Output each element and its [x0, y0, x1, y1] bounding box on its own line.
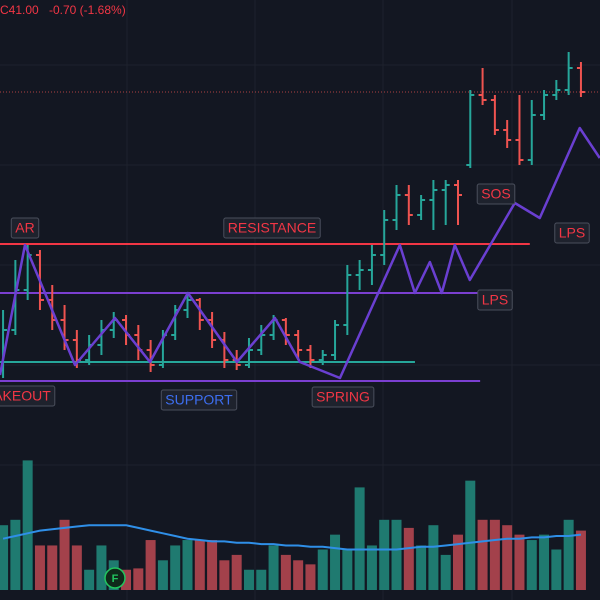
volume-bar: [465, 480, 476, 590]
volume-bar: [391, 519, 402, 590]
volume-bar: [428, 525, 439, 590]
volume-bar: [170, 545, 181, 590]
volume-bar: [575, 530, 586, 590]
volume-bar: [489, 519, 500, 590]
volume-bar: [354, 487, 365, 590]
annotation-label: AKEOUT: [0, 388, 51, 404]
change-label: -0.70 (-1.68%): [49, 3, 126, 17]
volume-bar: [157, 560, 168, 590]
annotation-box: [554, 222, 590, 244]
volume-bar: [379, 519, 390, 590]
annotation-box: [0, 385, 56, 407]
volume-bar: [563, 519, 574, 590]
volume-bar: [317, 549, 328, 590]
volume-bar: [416, 545, 427, 590]
annotation-box: [160, 389, 238, 411]
annotation-label: AR: [15, 220, 34, 236]
volume-bar: [452, 534, 463, 590]
volume-bar: [403, 527, 414, 590]
volume-bar: [293, 560, 304, 590]
annotation-box: [10, 217, 40, 239]
volume-bar: [256, 569, 267, 590]
annotation-label: LPS: [559, 225, 585, 241]
event-marker-label: F: [112, 573, 119, 585]
volume-bar: [96, 545, 107, 590]
volume-bar: [526, 540, 537, 590]
annotation-label: RESISTANCE: [228, 220, 316, 236]
annotation-box: [311, 386, 375, 408]
annotation: LPS: [477, 289, 513, 311]
annotation-label: SPRING: [316, 389, 370, 405]
volume-bar: [342, 549, 353, 590]
volume-bar: [477, 519, 488, 590]
volume-bar: [22, 460, 33, 590]
annotation: AR: [10, 217, 40, 239]
volume-bar: [207, 540, 218, 590]
volume-bar: [219, 560, 230, 590]
volume-bar: [194, 540, 205, 590]
annotation-box: [476, 183, 516, 205]
annotation: SUPPORT: [160, 389, 238, 411]
volume-bar: [84, 569, 95, 590]
annotation: SPRING: [311, 386, 375, 408]
annotation-label: SOS: [481, 186, 511, 202]
annotation-box: [223, 217, 321, 239]
volume-bar: [514, 534, 525, 590]
volume-bar: [133, 568, 144, 590]
volume-bar: [121, 569, 132, 590]
volume-bar: [305, 564, 316, 590]
volume-bar: [10, 519, 21, 590]
annotation: AKEOUT: [0, 385, 56, 407]
volume-ma: [2, 524, 582, 551]
volume-bar: [551, 549, 562, 590]
volume-bar: [268, 545, 279, 590]
volume-bar: [243, 569, 254, 590]
annotation: RESISTANCE: [223, 217, 321, 239]
wyckoff-path: [0, 126, 600, 380]
volume-bar: [47, 545, 58, 590]
annotation-label: LPS: [482, 292, 508, 308]
volume-bar: [0, 525, 9, 590]
annotation: LPS: [554, 222, 590, 244]
volume-bar: [59, 519, 70, 590]
volume-bar: [440, 554, 451, 590]
volume-bar: [502, 525, 513, 590]
volume-bar: [280, 554, 291, 590]
close-label: C41.00: [0, 3, 39, 17]
annotation-label: SUPPORT: [165, 392, 233, 408]
volume-bar: [145, 540, 156, 590]
volume-bar: [71, 545, 82, 590]
volume-bar: [182, 540, 193, 590]
volume-bar: [366, 545, 377, 590]
volume-bar: [539, 534, 550, 590]
event-marker: [104, 567, 126, 589]
annotation-box: [477, 289, 513, 311]
volume-bar: [231, 554, 242, 590]
volume-bar: [34, 545, 45, 590]
volume-bar: [330, 534, 341, 590]
annotation: SOS: [476, 183, 516, 205]
